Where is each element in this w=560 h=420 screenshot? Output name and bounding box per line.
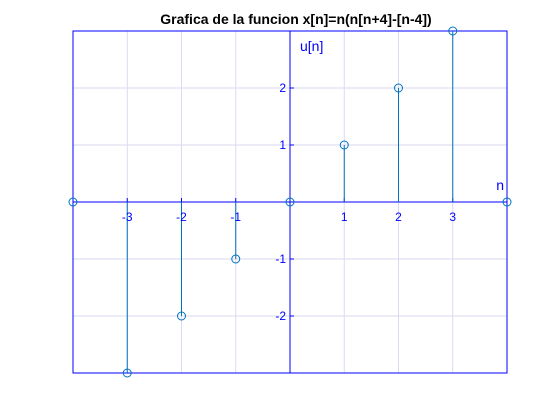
y-tick-label: 1 bbox=[279, 138, 286, 152]
tick-labels: -3 -2 -1 1 2 3 -2 -1 1 2 bbox=[122, 81, 456, 323]
stem-marker bbox=[231, 254, 241, 264]
x-tick-label: -1 bbox=[230, 210, 241, 224]
stem-marker bbox=[285, 197, 295, 207]
stem-marker bbox=[448, 26, 458, 36]
x-tick-label: -2 bbox=[176, 210, 187, 224]
stems bbox=[68, 26, 512, 378]
stem-marker bbox=[394, 83, 403, 93]
y-tick-label: 2 bbox=[279, 81, 286, 95]
y-tick-label: -1 bbox=[275, 252, 286, 266]
x-tick-label: -3 bbox=[122, 210, 133, 224]
x-tick-label: 2 bbox=[395, 210, 402, 224]
chart-title: Grafica de la funcion x[n]=n(n[n+4]-[n-4… bbox=[160, 11, 431, 27]
stem-marker bbox=[68, 197, 78, 207]
x-axis-label: n bbox=[496, 177, 504, 193]
stem-marker bbox=[339, 140, 349, 150]
x-tick-label: 3 bbox=[449, 210, 456, 224]
stem-marker bbox=[502, 197, 512, 207]
y-axis-label: u[n] bbox=[300, 38, 323, 54]
stem-marker bbox=[177, 311, 186, 321]
stem-marker bbox=[122, 368, 132, 378]
y-tick-label: -2 bbox=[275, 309, 286, 323]
x-tick-label: 1 bbox=[341, 210, 348, 224]
